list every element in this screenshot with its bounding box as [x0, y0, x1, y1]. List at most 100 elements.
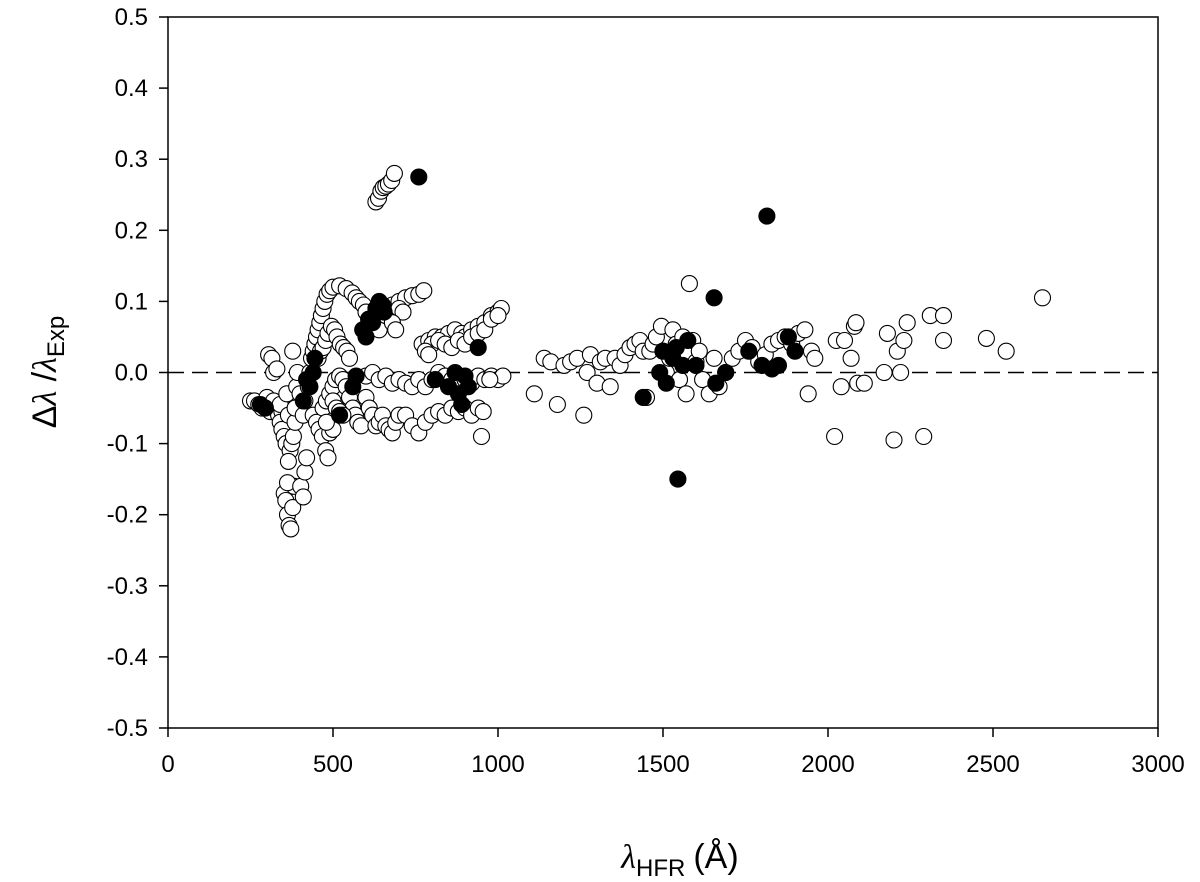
y-axis-subscript: Exp: [43, 316, 70, 357]
filled-point-30: [657, 374, 675, 392]
open-point-42: [296, 463, 314, 481]
open-point-242: [705, 349, 723, 367]
filled-point-2: [294, 392, 312, 410]
open-point-41: [294, 488, 312, 506]
x-tick-label-1: 500: [313, 751, 353, 778]
filled-point-18: [410, 168, 428, 186]
filled-point-38: [707, 374, 725, 392]
y-tick-label-3: -0.2: [107, 502, 148, 529]
x-axis-title: λHFR (Å): [620, 838, 738, 882]
open-point-33: [284, 427, 302, 446]
open-point-281: [997, 342, 1015, 360]
filled-point-6: [306, 349, 324, 367]
x-axis-unit: (Å): [693, 838, 738, 876]
x-tick-label-3: 1500: [636, 751, 689, 778]
x-tick-label-0: 0: [161, 751, 174, 778]
filled-point-39: [717, 363, 735, 382]
x-axis-symbol: λ: [620, 839, 636, 876]
y-tick-label-9: 0.4: [115, 75, 148, 102]
open-point-264: [842, 349, 860, 367]
open-point-28: [282, 520, 300, 538]
open-point-282: [1033, 289, 1052, 307]
open-point-189: [489, 307, 507, 325]
open-point-270: [878, 324, 896, 342]
filled-point-46: [786, 342, 804, 360]
open-point-43: [298, 449, 316, 467]
filled-point-17: [375, 303, 393, 321]
open-point-29: [284, 499, 302, 517]
open-point-276: [915, 427, 933, 446]
open-point-162: [394, 303, 412, 321]
filled-point-5: [304, 363, 322, 382]
open-point-263: [835, 331, 854, 350]
filled-point-37: [705, 289, 723, 307]
open-point-130: [474, 403, 492, 421]
open-point-262: [832, 378, 850, 396]
x-tick-label-6: 3000: [1131, 751, 1184, 778]
open-point-260: [826, 427, 844, 446]
open-point-15: [268, 360, 286, 378]
open-point-160: [415, 282, 433, 300]
open-point-86: [319, 449, 337, 467]
open-point-23: [279, 452, 297, 470]
open-point-106: [317, 413, 335, 431]
open-point-205: [548, 395, 566, 414]
filled-point-26: [469, 339, 487, 357]
filled-point-4: [301, 378, 319, 396]
open-point-191: [420, 346, 438, 364]
open-point-209: [575, 406, 593, 424]
x-axis-subscript: HFR: [636, 855, 685, 882]
filled-point-42: [758, 207, 776, 225]
y-axis-denominator: λ: [27, 357, 64, 373]
y-tick-label-10: 0.5: [115, 4, 148, 31]
y-axis-delta: Δ: [26, 406, 64, 429]
open-point-192: [472, 427, 491, 446]
open-point-268: [855, 374, 873, 392]
filled-point-27: [634, 388, 652, 406]
filled-point-40: [740, 342, 758, 360]
open-point-193: [481, 371, 499, 389]
y-tick-label-7: 0.2: [115, 217, 148, 244]
y-axis-numerator: λ: [27, 391, 64, 407]
filled-point-19: [426, 371, 444, 389]
filled-point-33: [669, 470, 687, 488]
open-point-266: [847, 314, 865, 332]
filled-point-11: [357, 328, 375, 346]
y-tick-label-6: 0.1: [115, 288, 148, 315]
open-point-210: [578, 363, 596, 382]
open-point-202: [525, 385, 543, 403]
open-point-37: [284, 342, 302, 360]
open-point-215: [601, 378, 619, 396]
open-point-269: [875, 363, 893, 382]
filled-point-36: [687, 356, 705, 374]
open-point-274: [895, 331, 913, 350]
open-point-235: [677, 385, 695, 403]
open-point-259: [806, 349, 824, 367]
filled-point-23: [453, 395, 471, 414]
open-point-271: [885, 431, 903, 449]
y-tick-label-1: -0.4: [107, 644, 148, 671]
filled-point-1: [256, 399, 274, 417]
y-tick-label-0: -0.5: [107, 715, 148, 742]
open-point-275: [898, 314, 916, 332]
y-axis-separator: /: [26, 371, 64, 390]
open-point-273: [892, 363, 910, 382]
x-tick-label-4: 2000: [801, 751, 854, 778]
open-point-278: [934, 307, 953, 325]
x-tick-label-2: 1000: [471, 751, 524, 778]
y-tick-label-8: 0.3: [115, 146, 148, 173]
open-point-279: [934, 331, 953, 350]
axes-layer: 0 500 1000 1500 2000 2500 3000 -0.5 -0.4 -0.3 -0.2…: [107, 4, 1185, 778]
filled-point-9: [347, 367, 365, 385]
open-point-80: [340, 349, 359, 367]
y-tick-label-4: -0.1: [107, 431, 148, 458]
data-points-layer: [241, 164, 1052, 538]
x-tick-label-5: 2500: [966, 751, 1019, 778]
open-point-257: [799, 385, 817, 403]
open-point-164: [387, 321, 405, 339]
filled-point-25: [459, 378, 477, 396]
open-point-256: [796, 321, 814, 339]
filled-point-35: [679, 331, 697, 350]
filled-point-45: [779, 328, 797, 346]
